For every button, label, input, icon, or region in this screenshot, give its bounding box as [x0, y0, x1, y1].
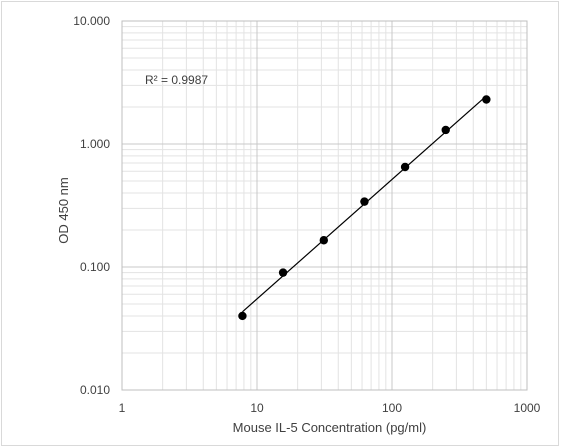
x-axis-tick-labels: 1 10 100 1000 — [119, 401, 541, 415]
data-point — [319, 236, 329, 245]
x-tick-label: 1000 — [514, 401, 541, 415]
data-point — [441, 125, 450, 135]
y-tick-label: 0.100 — [80, 260, 110, 274]
plot-area-border — [121, 20, 528, 391]
data-point — [278, 268, 288, 277]
y-tick-label: 0.010 — [80, 383, 110, 397]
data-point — [482, 95, 491, 104]
y-axis-title: OD 450 nm — [56, 177, 71, 243]
r-squared-annotation: R² = 0.9987 — [145, 73, 208, 87]
data-point — [400, 162, 410, 172]
x-tick-label: 100 — [382, 401, 402, 415]
data-point — [238, 311, 247, 321]
data-point — [360, 197, 369, 206]
x-tick-label: 10 — [250, 401, 264, 415]
y-tick-label: 10.000 — [73, 14, 110, 28]
data-points — [238, 95, 491, 321]
minor-gridlines — [122, 21, 527, 390]
x-axis-title: Mouse IL-5 Concentration (pg/ml) — [233, 420, 427, 435]
x-tick-label: 1 — [119, 401, 126, 415]
y-tick-label: 1.000 — [80, 137, 110, 151]
y-axis-tick-labels: 0.010 0.100 1.000 10.000 — [73, 14, 110, 397]
